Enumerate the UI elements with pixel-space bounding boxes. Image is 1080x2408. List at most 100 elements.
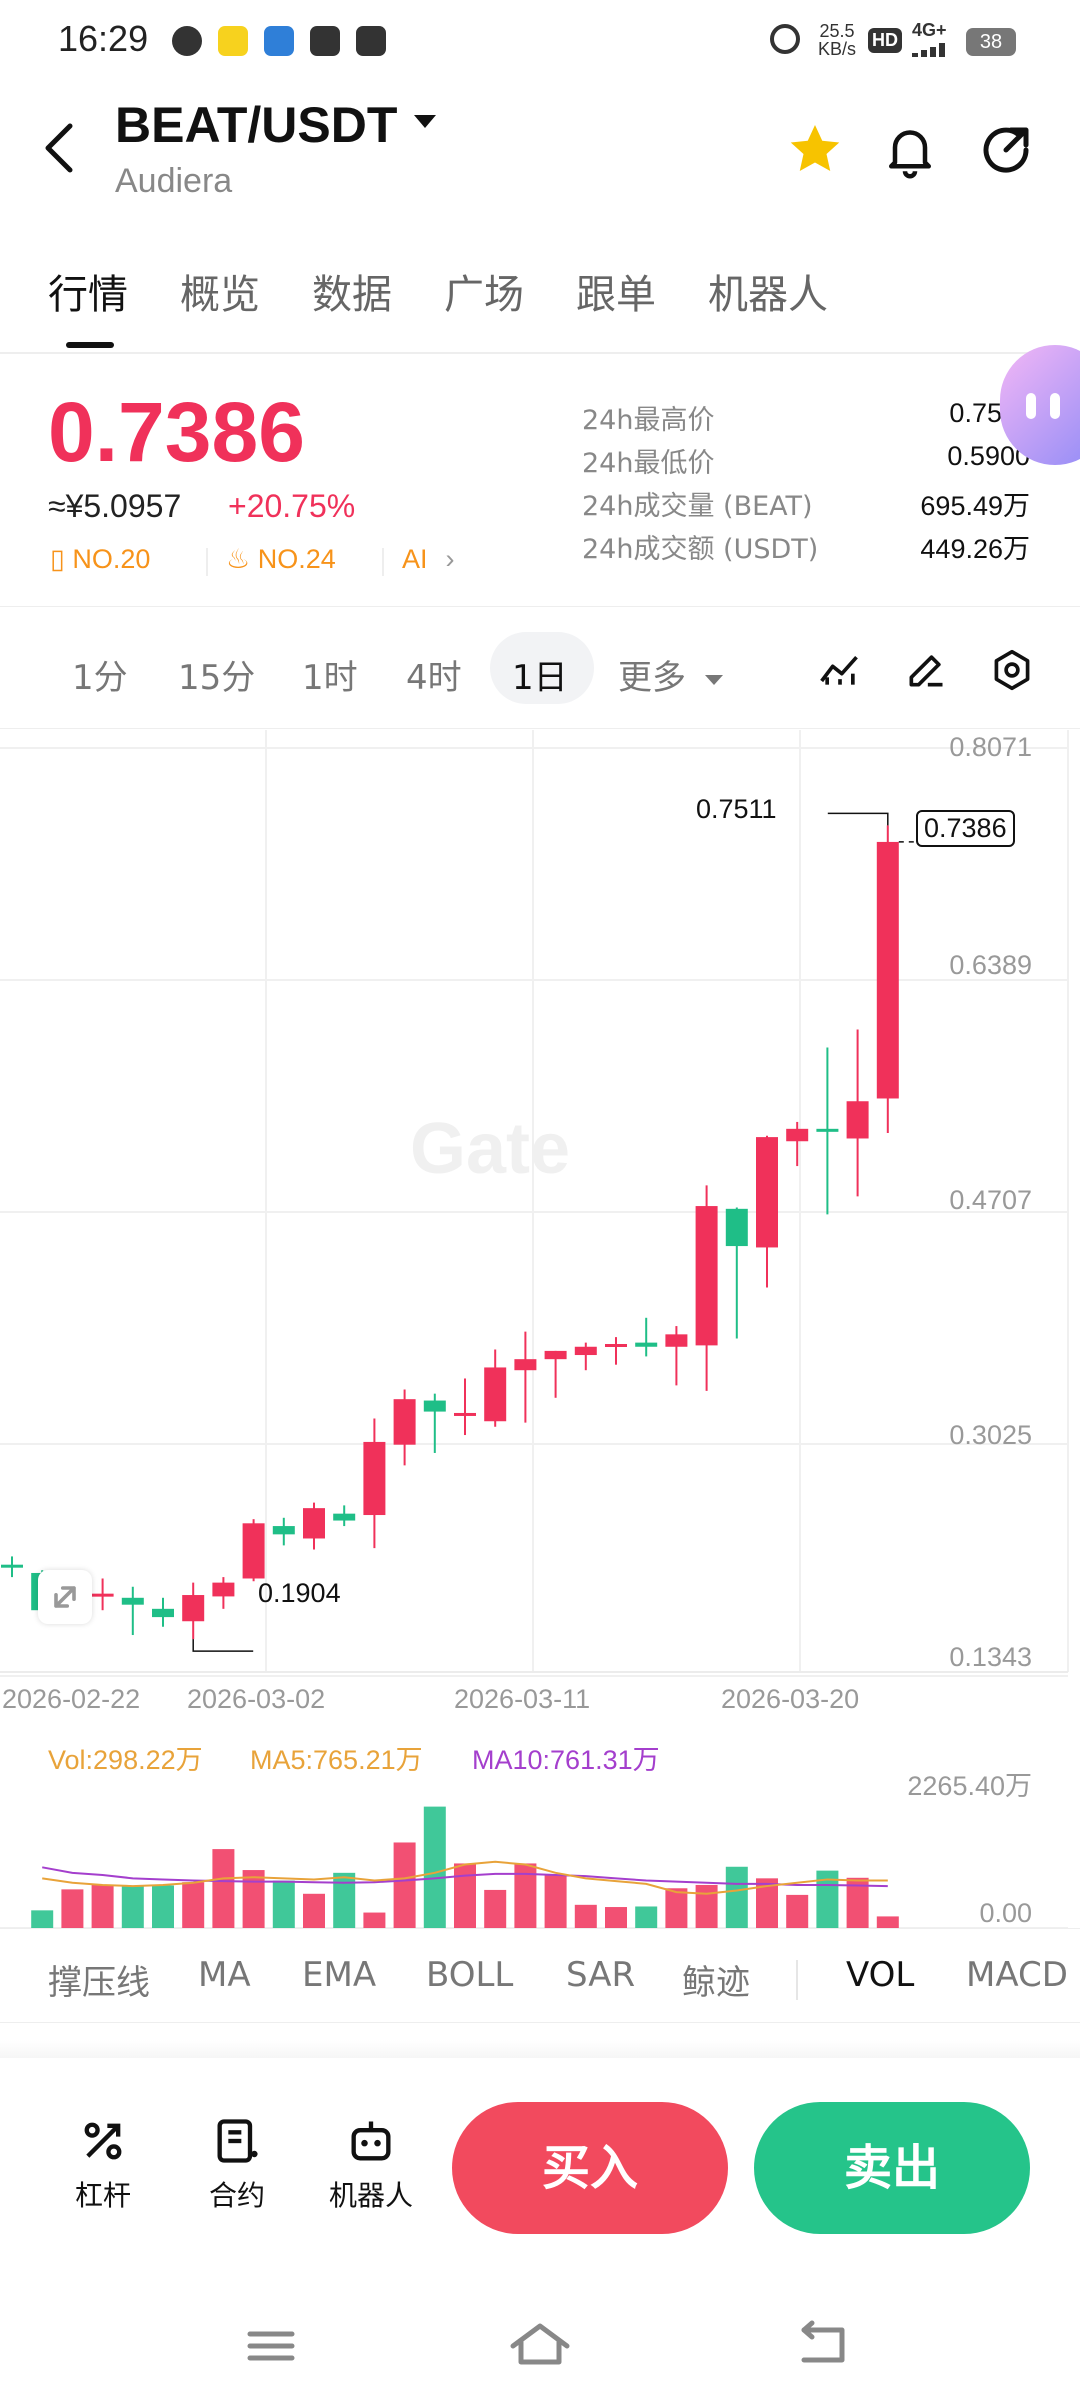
bubble-eye — [1050, 393, 1060, 419]
message-icon — [310, 26, 340, 56]
share-button[interactable] — [976, 120, 1036, 180]
candle-body — [695, 1206, 718, 1346]
back-button[interactable] — [40, 120, 80, 186]
timeframe-4h[interactable]: 4时 — [406, 658, 462, 698]
tab-square[interactable]: 广场 — [444, 272, 524, 318]
candle-body — [121, 1597, 144, 1605]
indicator-boll[interactable]: BOLL — [426, 1955, 514, 1995]
timeframe-more-label: 更多 — [618, 658, 686, 698]
chevron-left-icon — [45, 123, 73, 173]
draw-tool-button[interactable] — [904, 648, 948, 692]
low-marker-line — [192, 1639, 254, 1652]
caret-down-icon — [704, 674, 723, 685]
volume-bar — [725, 1866, 748, 1928]
y-tick-label: 0.1343 — [949, 1642, 1032, 1672]
timeframe-1h[interactable]: 1时 — [302, 658, 358, 698]
volume-chart — [0, 1806, 1068, 1929]
sell-button[interactable]: 卖出 — [754, 2102, 1030, 2234]
market-cap-rank[interactable]: ▯ NO.20 — [50, 544, 150, 575]
indicator-sar[interactable]: SAR — [566, 1955, 636, 1995]
fullscreen-button[interactable] — [38, 1570, 92, 1624]
ai-label: AI — [402, 544, 428, 574]
timeframe-15m[interactable]: 15分 — [178, 658, 256, 698]
volume-bar — [303, 1893, 325, 1928]
project-name: Audiera — [115, 162, 233, 200]
volume-bar — [484, 1889, 507, 1928]
stat-value-turnover: 449.26万 — [920, 534, 1030, 564]
divider — [796, 1960, 798, 2000]
menu-nav-button[interactable] — [236, 2320, 306, 2370]
net-speed-unit: KB/s — [818, 39, 857, 59]
hot-rank[interactable]: ♨ NO.24 — [226, 544, 336, 575]
indicator-support-resistance[interactable]: 撑压线 — [48, 1963, 150, 2003]
volume-bar — [605, 1907, 627, 1928]
candlestick-chart[interactable] — [0, 730, 1080, 1730]
tab-robot[interactable]: 机器人 — [708, 272, 828, 318]
volume-bar — [121, 1886, 144, 1928]
bubble-eye — [1026, 393, 1036, 419]
timeframe-selected-pill — [490, 632, 594, 704]
price-alert-button[interactable] — [880, 120, 940, 180]
volume-bar — [756, 1878, 778, 1928]
chart-settings-button[interactable] — [990, 648, 1034, 692]
tab-market[interactable]: 行情 — [48, 272, 128, 318]
caret-down-icon[interactable] — [414, 115, 436, 128]
watermark-logo: Gate — [410, 1109, 571, 1189]
timeframe-1d[interactable]: 1日 — [512, 658, 568, 698]
candle-body — [816, 1128, 839, 1132]
assistant-bubble[interactable] — [1000, 345, 1080, 465]
x-tick-label: 2026-03-02 — [187, 1684, 326, 1714]
timeframe-1m[interactable]: 1分 — [72, 658, 128, 698]
tab-data[interactable]: 数据 — [312, 272, 392, 318]
menu-icon — [247, 2331, 295, 2361]
candle-body — [454, 1412, 476, 1416]
app-notification-icon — [172, 26, 202, 56]
rank-value: NO.20 — [72, 544, 151, 574]
ma5-line — [42, 1860, 888, 1895]
robot-button[interactable]: 机器人 — [316, 2115, 426, 2214]
ma5-legend: MA5:765.21万 — [250, 1745, 423, 1775]
divider — [382, 548, 384, 576]
leverage-button[interactable]: 杠杆 — [48, 2115, 158, 2214]
vol-legend: Vol:298.22万 — [48, 1745, 203, 1775]
indicator-ma[interactable]: MA — [198, 1955, 251, 1995]
flame-icon: ♨ — [226, 544, 258, 574]
last-price: 0.7386 — [48, 385, 305, 479]
candle-body — [303, 1508, 325, 1539]
leverage-label: 杠杆 — [74, 2179, 131, 2212]
tab-copy-trading[interactable]: 跟单 — [576, 272, 656, 318]
share-icon — [983, 127, 1029, 173]
back-icon — [801, 2320, 845, 2363]
contract-icon — [217, 2119, 258, 2163]
indicator-button[interactable] — [818, 648, 862, 692]
volume-bar — [454, 1863, 476, 1928]
pair-title[interactable]: BEAT/USDT — [115, 97, 398, 153]
price-change: +20.75% — [228, 488, 356, 524]
contract-button[interactable]: 合约 — [182, 2115, 292, 2214]
tab-overview[interactable]: 概览 — [180, 272, 260, 318]
candle-body — [91, 1593, 114, 1597]
buy-button[interactable]: 买入 — [452, 2102, 728, 2234]
back-nav-button[interactable] — [790, 2320, 860, 2370]
x-tick-label: 2026-02-22 — [2, 1684, 141, 1714]
chart-line-icon — [820, 655, 858, 685]
candle-body — [786, 1128, 809, 1142]
chevron-right-icon: › — [445, 544, 455, 574]
low-price-label: 0.1904 — [258, 1578, 341, 1608]
tab-indicator — [66, 342, 114, 348]
volume-bar — [91, 1884, 114, 1928]
volume-bar — [423, 1806, 446, 1928]
volume-bar — [393, 1842, 416, 1928]
high-marker-line — [827, 812, 889, 826]
indicator-ema[interactable]: EMA — [302, 1955, 377, 1995]
indicator-whale[interactable]: 鲸迹 — [682, 1963, 750, 2003]
home-nav-button[interactable] — [505, 2320, 575, 2370]
indicator-macd[interactable]: MACD — [966, 1955, 1068, 1995]
indicator-vol[interactable]: VOL — [846, 1955, 915, 1995]
timeframe-more[interactable]: 更多 — [618, 650, 723, 699]
ai-analysis-link[interactable]: AI › — [402, 544, 455, 575]
favorite-star-button[interactable] — [785, 120, 845, 180]
vol-y-bottom-label: 0.00 — [979, 1898, 1032, 1928]
volume-bar — [242, 1870, 265, 1928]
candle-body — [272, 1526, 295, 1535]
